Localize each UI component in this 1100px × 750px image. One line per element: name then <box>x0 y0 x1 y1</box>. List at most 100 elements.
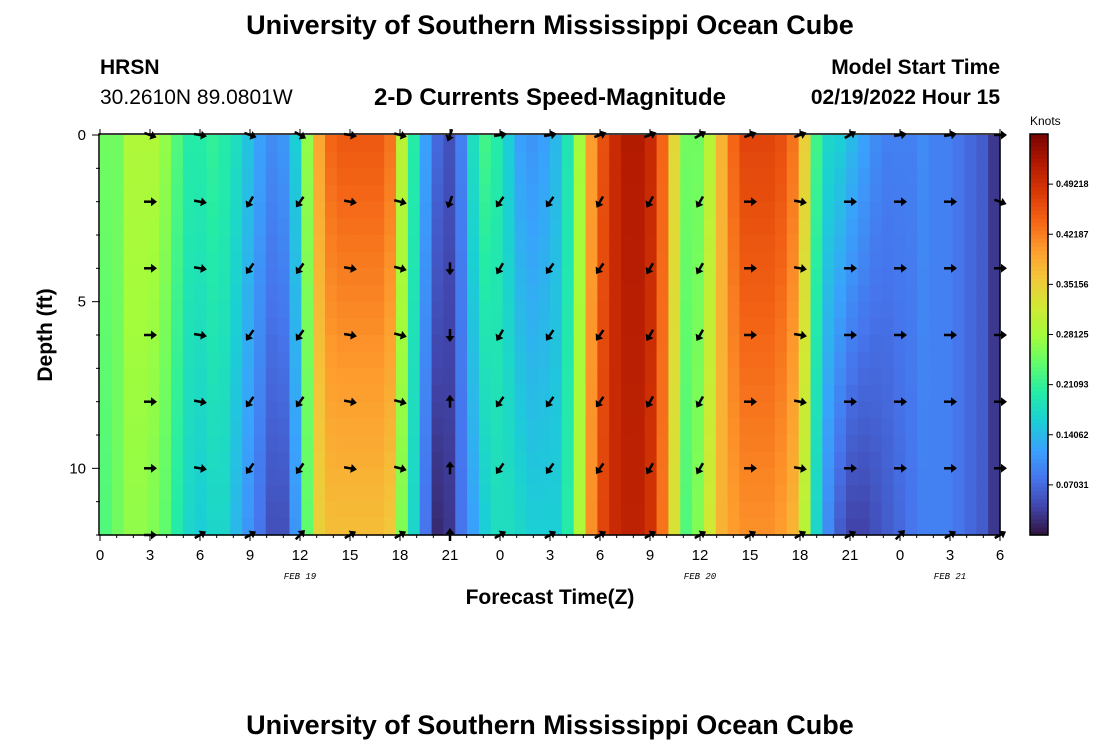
heatmap-cell <box>455 251 468 269</box>
heatmap-cell <box>561 268 575 286</box>
heatmap-cell <box>253 418 267 436</box>
heatmap-cell <box>668 168 681 186</box>
heatmap-cell <box>289 435 302 453</box>
heatmap-cell <box>846 251 859 269</box>
colorbar-swatch <box>1030 210 1048 215</box>
heatmap-cell <box>905 218 918 236</box>
heatmap-cell <box>550 401 563 419</box>
heatmap-cell <box>111 385 125 403</box>
heatmap-cell <box>313 335 326 353</box>
heatmap-cell <box>538 451 551 469</box>
heatmap-cell <box>372 218 385 236</box>
heatmap-cell <box>668 518 681 536</box>
heatmap-cell <box>277 401 291 419</box>
colorbar-swatch <box>1030 434 1048 440</box>
heatmap-cell <box>265 168 279 186</box>
heatmap-cell <box>171 268 184 286</box>
heatmap-cell <box>703 185 717 203</box>
heatmap-cell <box>360 218 373 236</box>
x-tick-label: 12 <box>292 547 309 564</box>
heatmap-cell <box>277 501 291 519</box>
heatmap-cell <box>419 285 433 303</box>
heatmap-cell <box>301 451 314 469</box>
heatmap-cell <box>905 235 918 253</box>
heatmap-cell <box>194 351 208 369</box>
heatmap-cell <box>182 168 196 186</box>
heatmap-cell <box>230 151 243 169</box>
heatmap-cell <box>881 518 895 536</box>
heatmap-cell <box>573 401 587 419</box>
current-arrow <box>495 329 505 342</box>
heatmap-cell <box>194 235 208 253</box>
heatmap-cell <box>952 368 966 386</box>
heatmap-cell <box>407 201 421 219</box>
heatmap-cell <box>597 268 610 286</box>
heatmap-cell <box>218 485 231 503</box>
heatmap-cell <box>680 251 693 269</box>
heatmap-cell <box>313 451 326 469</box>
heatmap-cell <box>786 401 800 419</box>
current-arrow <box>393 397 407 407</box>
heatmap-cell <box>502 235 516 253</box>
heatmap-cell <box>478 451 492 469</box>
heatmap-cell <box>573 318 587 336</box>
heatmap-cell <box>834 368 847 386</box>
heatmap-cell <box>917 168 930 186</box>
heatmap-cell <box>857 468 871 486</box>
heatmap-cell <box>277 235 291 253</box>
heatmap-cell <box>289 368 302 386</box>
heatmap-cell <box>786 251 800 269</box>
heatmap-cell <box>194 151 208 169</box>
heatmap-cell <box>407 151 421 169</box>
heatmap-cell <box>656 335 670 353</box>
heatmap-cell <box>869 185 883 203</box>
heatmap-cell <box>242 168 255 186</box>
heatmap-cell <box>171 235 184 253</box>
heatmap-cell <box>265 351 279 369</box>
heatmap-cell <box>147 218 160 236</box>
heatmap-cell <box>396 468 409 486</box>
heatmap-cell <box>348 168 362 186</box>
heatmap-cell <box>632 335 646 353</box>
current-arrow <box>645 462 655 475</box>
heatmap-cell <box>727 135 741 153</box>
heatmap-cell <box>111 168 125 186</box>
heatmap-cell <box>881 318 895 336</box>
heatmap-cell <box>751 251 764 269</box>
current-arrow <box>994 263 1007 273</box>
heatmap-cell <box>656 518 670 536</box>
heatmap-cell <box>478 501 492 519</box>
colorbar-swatch <box>1030 150 1048 155</box>
heatmap-cell <box>407 485 421 503</box>
heatmap-cell <box>360 401 373 419</box>
heatmap-cell <box>147 401 160 419</box>
heatmap-cell <box>467 235 480 253</box>
heatmap-cell <box>111 518 125 536</box>
heatmap-cell <box>905 268 918 286</box>
heatmap-cell <box>230 518 243 536</box>
heatmap-cell <box>561 235 575 253</box>
heatmap-cell <box>159 385 172 403</box>
heatmap-cell <box>609 285 622 303</box>
heatmap-cell <box>798 335 812 353</box>
colorbar-swatch <box>1030 390 1048 396</box>
heatmap-cell <box>230 168 243 186</box>
heatmap-cell <box>336 235 350 253</box>
heatmap-cell <box>123 501 137 519</box>
heatmap-cell <box>988 135 1001 153</box>
current-arrow <box>445 461 455 475</box>
heatmap-cell <box>763 135 776 153</box>
heatmap-cell <box>964 501 977 519</box>
heatmap-cell <box>135 235 148 253</box>
current-arrow <box>595 329 605 341</box>
heatmap-cell <box>621 235 634 253</box>
current-arrow <box>445 262 455 276</box>
heatmap-cell <box>360 368 373 386</box>
heatmap-cell <box>917 435 930 453</box>
heatmap-cell <box>194 418 208 436</box>
heatmap-cell <box>940 468 954 486</box>
heatmap-cell <box>360 435 373 453</box>
heatmap-cell <box>739 368 752 386</box>
heatmap-cell <box>881 385 895 403</box>
heatmap-cell <box>218 418 231 436</box>
